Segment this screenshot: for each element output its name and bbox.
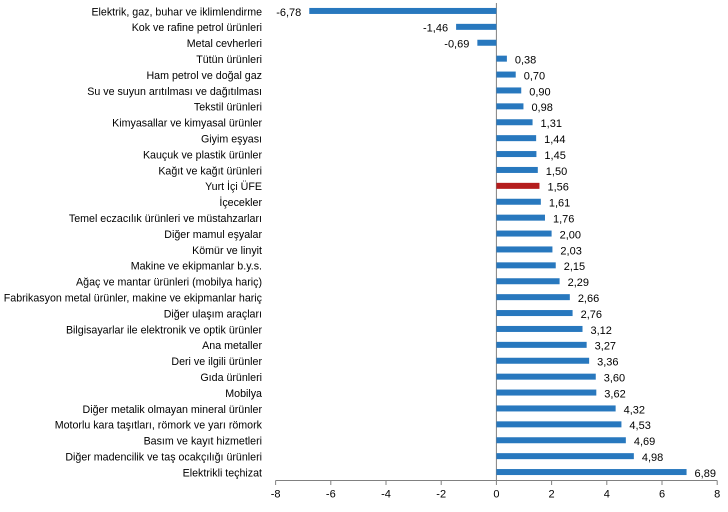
svg-text:8: 8: [714, 489, 720, 501]
svg-text:Yurt İçi ÜFE: Yurt İçi ÜFE: [205, 180, 262, 193]
svg-text:Ağaç ve mantar ürünleri (mobil: Ağaç ve mantar ürünleri (mobilya hariç): [76, 277, 262, 289]
svg-text:Motorlu kara taşıtları, römork: Motorlu kara taşıtları, römork ve yarı r…: [55, 420, 263, 432]
svg-text:Ana metaller: Ana metaller: [202, 340, 262, 352]
svg-text:-0,69: -0,69: [444, 39, 469, 51]
svg-text:Temel eczacılık ürünleri ve mü: Temel eczacılık ürünleri ve müstahzarlar…: [69, 213, 262, 225]
svg-text:6,89: 6,89: [695, 468, 716, 480]
svg-text:Gıda ürünleri: Gıda ürünleri: [200, 372, 262, 384]
svg-text:3,27: 3,27: [595, 341, 616, 353]
svg-text:3,60: 3,60: [604, 372, 625, 384]
svg-text:4: 4: [604, 489, 610, 501]
svg-text:2,66: 2,66: [578, 293, 599, 305]
svg-text:0,70: 0,70: [524, 70, 545, 82]
svg-text:0,98: 0,98: [531, 102, 552, 114]
svg-text:4,69: 4,69: [634, 436, 655, 448]
svg-text:4,98: 4,98: [642, 452, 663, 464]
svg-text:İçecekler: İçecekler: [219, 196, 262, 209]
svg-text:4,32: 4,32: [624, 404, 645, 416]
svg-text:Su ve suyun arıtılması ve dağı: Su ve suyun arıtılması ve dağıtılması: [87, 86, 262, 98]
svg-text:1,61: 1,61: [549, 198, 570, 210]
svg-text:Giyim eşyası: Giyim eşyası: [201, 133, 262, 145]
svg-text:0: 0: [493, 489, 499, 501]
svg-text:6: 6: [659, 489, 665, 501]
svg-text:-6: -6: [326, 489, 336, 501]
svg-text:Elektrik, gaz, buhar ve ikliml: Elektrik, gaz, buhar ve iklimlendirme: [91, 6, 262, 18]
svg-text:Tekstil ürünleri: Tekstil ürünleri: [194, 102, 262, 114]
svg-text:Kömür ve linyit: Kömür ve linyit: [192, 245, 262, 257]
svg-text:Fabrikasyon metal ürünler, mak: Fabrikasyon metal ürünler, makine ve eki…: [4, 292, 263, 304]
svg-text:-4: -4: [381, 489, 391, 501]
svg-text:1,76: 1,76: [553, 213, 574, 225]
svg-text:2: 2: [549, 489, 555, 501]
svg-text:1,31: 1,31: [541, 118, 562, 130]
svg-text:Elektrikli teçhizat: Elektrikli teçhizat: [183, 467, 262, 479]
svg-text:Diğer metalik olmayan mineral: Diğer metalik olmayan mineral ürünler: [83, 404, 263, 416]
svg-text:Kauçuk ve plastik ürünler: Kauçuk ve plastik ürünler: [143, 149, 263, 161]
svg-text:1,50: 1,50: [546, 166, 567, 178]
svg-text:-8: -8: [271, 489, 281, 501]
svg-text:Deri ve ilgili ürünler: Deri ve ilgili ürünler: [171, 356, 262, 368]
svg-text:Kok ve rafine petrol ürünleri: Kok ve rafine petrol ürünleri: [132, 22, 262, 34]
svg-text:2,03: 2,03: [560, 245, 581, 257]
svg-text:2,15: 2,15: [564, 261, 585, 273]
svg-text:Diğer madencilik ve taş ocakçı: Diğer madencilik ve taş ocakçılığı ürünl…: [65, 451, 262, 463]
svg-text:1,56: 1,56: [547, 182, 568, 194]
svg-text:-2: -2: [436, 489, 446, 501]
svg-text:Diğer mamul eşyalar: Diğer mamul eşyalar: [164, 229, 262, 241]
svg-text:-1,46: -1,46: [423, 23, 448, 35]
svg-text:0,38: 0,38: [515, 54, 536, 66]
svg-text:Ham petrol ve doğal gaz: Ham petrol ve doğal gaz: [146, 70, 262, 82]
svg-text:Kimyasallar ve kimyasal ürünle: Kimyasallar ve kimyasal ürünler: [112, 118, 262, 130]
svg-text:1,44: 1,44: [544, 134, 565, 146]
svg-text:Diğer ulaşım araçları: Diğer ulaşım araçları: [164, 308, 262, 320]
svg-text:3,62: 3,62: [604, 388, 625, 400]
svg-text:Metal cevherleri: Metal cevherleri: [187, 38, 262, 50]
svg-text:2,00: 2,00: [560, 229, 581, 241]
svg-text:3,12: 3,12: [591, 325, 612, 337]
svg-text:Makine ve ekipmanlar b.y.s.: Makine ve ekipmanlar b.y.s.: [131, 261, 262, 273]
svg-text:0,90: 0,90: [529, 86, 550, 98]
svg-text:2,76: 2,76: [581, 309, 602, 321]
svg-text:Bilgisayarlar ile elektronik v: Bilgisayarlar ile elektronik ve optik ür…: [66, 324, 262, 336]
svg-text:3,36: 3,36: [597, 357, 618, 369]
svg-text:Basım ve kayıt hizmetleri: Basım ve kayıt hizmetleri: [144, 436, 262, 448]
svg-text:4,53: 4,53: [629, 420, 650, 432]
svg-text:1,45: 1,45: [544, 150, 565, 162]
svg-text:-6,78: -6,78: [276, 7, 301, 19]
svg-text:2,29: 2,29: [568, 277, 589, 289]
svg-text:Mobilya: Mobilya: [225, 388, 262, 400]
svg-text:Tütün ürünleri: Tütün ürünleri: [196, 54, 262, 66]
svg-text:Kağıt ve kağıt ürünleri: Kağıt ve kağıt ürünleri: [158, 165, 262, 177]
